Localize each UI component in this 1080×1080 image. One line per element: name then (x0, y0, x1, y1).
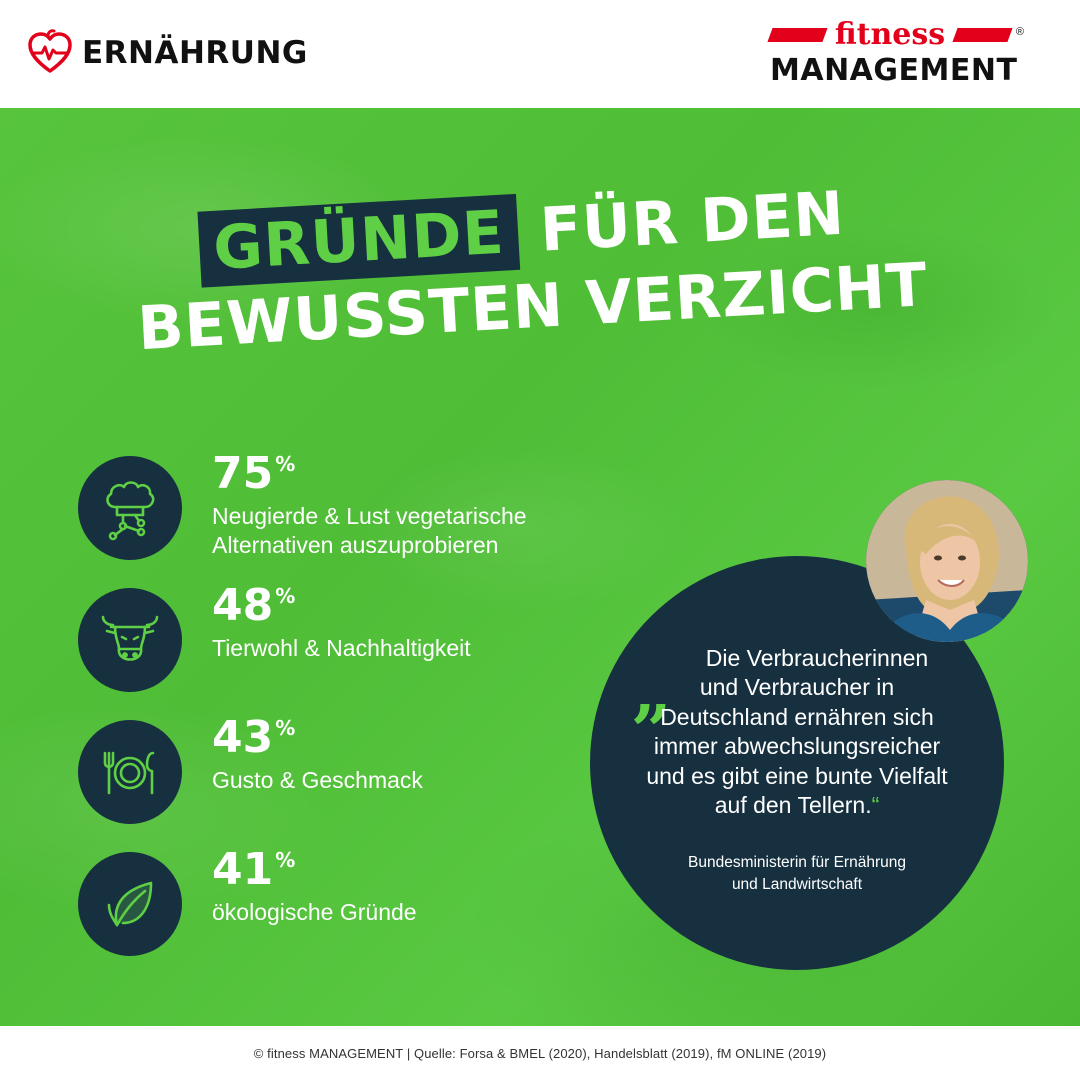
brand-bar-right (952, 28, 1013, 42)
quote-line: und Verbraucher in (699, 674, 895, 701)
leaf-icon (107, 881, 153, 927)
stat-value-group: 41% (212, 848, 295, 892)
portrait-illustration (866, 480, 1028, 642)
heart-pulse-icon (28, 29, 72, 73)
stat-value-group: 75% (212, 452, 295, 496)
stat-item: 48% Tierwohl & Nachhaltigkeit (78, 584, 638, 698)
main-panel: GRÜNDE FÜR DEN BEWUSSTEN VERZICHT 75% (0, 108, 1080, 1026)
quote-line: immer abwechslungsreicher (653, 733, 941, 760)
stat-label-line: Tierwohl & Nachhaltigkeit (212, 635, 471, 661)
stat-label: ökologische Gründe (212, 898, 632, 927)
source-credit: © fitness MANAGEMENT | Quelle: Forsa & B… (253, 1045, 827, 1061)
page-title: GRÜNDE FÜR DEN BEWUSSTEN VERZICHT (120, 140, 990, 388)
brand-word-bottom: MANAGEMENT (770, 53, 1018, 88)
stat-label-line: Gusto & Geschmack (212, 767, 423, 793)
stat-value-group: 43% (212, 716, 295, 760)
stat-label-line: ökologische Gründe (212, 899, 417, 925)
stat-unit: % (275, 716, 296, 740)
quote-role-line: Bundesministerin für Ernährung (688, 854, 906, 871)
stat-value: 48 (212, 580, 274, 631)
quote-attribution: Bundesministerin für Ernährung und Landw… (610, 852, 984, 895)
footer: © fitness MANAGEMENT | Quelle: Forsa & B… (0, 1026, 1080, 1080)
stat-unit: % (275, 584, 296, 608)
portrait-photo (866, 480, 1028, 642)
stat-value-group: 48% (212, 584, 295, 628)
stat-item: 41% ökologische Gründe (78, 848, 638, 962)
quote-role-line: und Landwirtschaft (731, 875, 863, 893)
title-line1-rest: FÜR DEN (538, 178, 847, 266)
stat-label: Neugierde & Lust vegetarische Alternativ… (212, 502, 632, 560)
quote-line: Die Verbraucherinnen (705, 645, 929, 671)
quote-close-mark: “ (871, 792, 880, 819)
stat-icon-circle (78, 588, 182, 692)
brand-logo: fitness MANAGEMENT ® (767, 14, 1024, 94)
stat-value: 41 (212, 844, 274, 895)
quote-open-mark: „ (632, 649, 673, 732)
stat-icon-circle (78, 720, 182, 824)
title-highlight: GRÜNDE (197, 193, 521, 288)
quote-text: Die Verbraucherinnen und Verbraucher in … (610, 644, 984, 821)
quote-line: Deutschland ernähren sich (660, 703, 934, 730)
stat-icon-circle (78, 456, 182, 560)
stat-unit: % (275, 452, 296, 476)
quote-line-last: auf den Tellern.“ (610, 791, 984, 820)
stat-label: Gusto & Geschmack (212, 766, 632, 795)
stat-label-line: Neugierde & Lust vegetarische (212, 503, 527, 529)
stat-item: 43% Gusto & Geschmack (78, 716, 638, 830)
category-label: ERNÄHRUNG (82, 35, 308, 71)
brand-word-top: fitness (834, 17, 946, 52)
quote-line: auf den Tellern. (714, 792, 872, 819)
stat-label: Tierwohl & Nachhaltigkeit (212, 634, 632, 663)
stat-unit: % (275, 848, 296, 872)
brand-registered-mark: ® (1015, 26, 1024, 38)
brand-bar-left (767, 28, 828, 42)
quote-line: und es gibt eine bunte Vielfalt (646, 762, 948, 789)
stat-icon-circle (78, 852, 182, 956)
stat-item: 75% Neugierde & Lust vegetarische Altern… (78, 452, 638, 566)
chef-hat-icon (106, 481, 155, 541)
category-label-group: ERNÄHRUNG (26, 28, 308, 78)
cow-head-icon (101, 615, 159, 661)
stat-value: 43 (212, 712, 274, 763)
header: ERNÄHRUNG fitness MANAGEMENT ® (0, 0, 1080, 108)
stat-label-line: Alternativen auszuprobieren (212, 531, 499, 558)
plate-cutlery-icon (103, 751, 155, 795)
stat-value: 75 (212, 448, 274, 499)
